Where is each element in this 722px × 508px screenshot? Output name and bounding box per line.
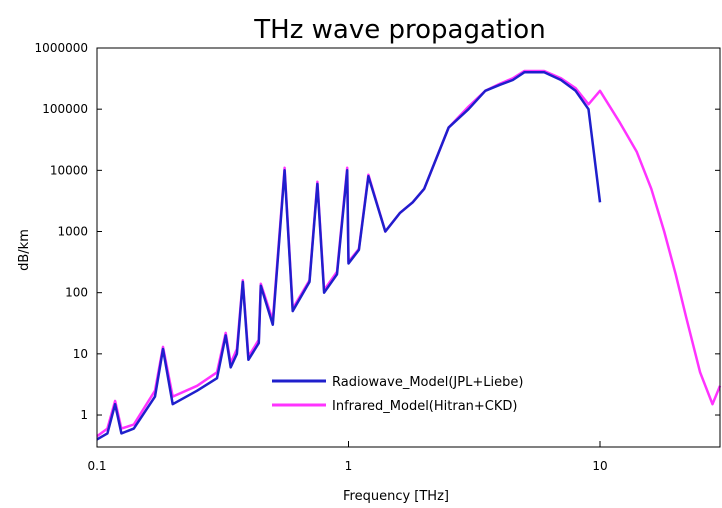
x-axis-label: Frequency [THz] [343,489,449,504]
x-tick-label: 10 [592,459,607,473]
y-tick-label: 1 [80,408,88,422]
x-tick-label: 1 [345,459,353,473]
y-tick-label: 1000000 [35,41,88,55]
y-tick-label: 1000 [57,225,88,239]
x-tick-label: 0.1 [87,459,106,473]
legend: Radiowave_Model(JPL+Liebe) Infrared_Model… [272,375,523,414]
y-axis-ticks: 1 10 100 1000 10000 100000 1000000 [35,41,720,422]
plot-frame [96,47,721,448]
chart-title: THz wave propagation [253,15,545,45]
legend-label-infrared: Infrared_Model(Hitran+CKD) [332,399,518,414]
plot-area [96,69,722,441]
x-axis-ticks: 0.1 1 10 [87,441,608,473]
y-tick-label: 100000 [42,102,88,116]
legend-label-radiowave: Radiowave_Model(JPL+Liebe) [332,375,523,390]
y-axis-label: dB/km [17,229,32,271]
y-tick-label: 10 [73,347,88,361]
series-line-radiowave [96,71,602,441]
y-tick-label: 10000 [50,163,88,177]
y-tick-label: 100 [65,286,88,300]
